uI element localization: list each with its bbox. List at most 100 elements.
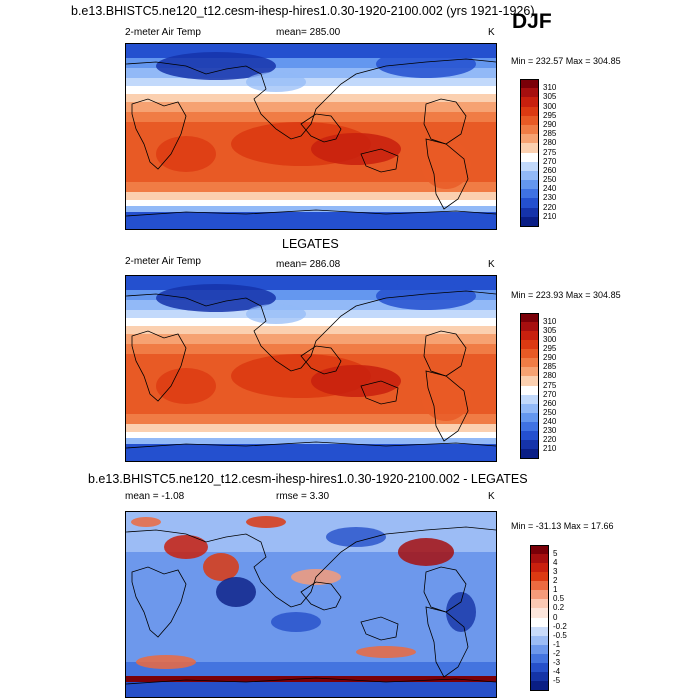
colorbar-swatch	[530, 608, 548, 618]
season-label: DJF	[512, 10, 552, 33]
colorbar-tick-label: 290	[543, 353, 557, 363]
colorbar-swatch	[520, 448, 538, 459]
colorbar-tick-label: 240	[543, 416, 557, 426]
colorbar-tick-label: 275	[543, 380, 557, 390]
colorbar-swatch	[520, 216, 538, 227]
colorbar-swatch	[520, 143, 538, 153]
colorbar-swatch	[520, 331, 538, 341]
colorbar-tick-label: 280	[543, 371, 557, 381]
colorbar-tick-label: 220	[543, 202, 557, 212]
colorbar-tick-label: 270	[543, 389, 557, 399]
colorbar-swatch	[520, 376, 538, 386]
colorbar-swatch	[530, 626, 548, 637]
colorbar-swatch	[530, 563, 548, 573]
colorbar-tick-label: -0.2	[553, 621, 567, 631]
colorbar-swatch	[520, 421, 538, 432]
panel2-mean-label: mean= 286.08	[276, 259, 341, 270]
colorbar-tick-label: 5	[553, 549, 558, 559]
colorbar-swatch	[520, 170, 538, 181]
colorbar-tick-label: 295	[543, 344, 557, 354]
panel3-colorbar: 5 4 3 2 1 0.5 0.2 0 -0.2 -0.5 -1 -2 -3 -4 -5	[530, 545, 590, 691]
panel2-colorbar: 310 305 300 295 290 285 280 275 270 260 250 240 230 2…	[520, 313, 580, 459]
colorbar-swatch	[530, 653, 548, 664]
colorbar-tick-label: 220	[543, 434, 557, 444]
colorbar-swatch	[520, 358, 538, 368]
colorbar-tick-label: 0.2	[553, 603, 565, 613]
colorbar-swatch	[520, 79, 538, 89]
colorbar-swatch	[520, 97, 538, 108]
colorbar-swatch	[530, 662, 548, 673]
colorbar-tick-label: 260	[543, 165, 557, 175]
panel3-mean-label: mean = -1.08	[125, 491, 185, 502]
colorbar-swatch	[520, 152, 538, 163]
panel1-unit-label: K	[488, 27, 495, 38]
panel1-title: b.e13.BHISTC5.ne120_t12.cesm-ihesp-hires…	[71, 4, 535, 18]
colorbar-tick-label: -2	[553, 648, 561, 658]
colorbar-swatch	[530, 680, 548, 691]
colorbar-tick-label: 270	[543, 156, 557, 166]
colorbar-swatch	[520, 322, 538, 332]
panel3-rmse-label: rmse = 3.30	[276, 491, 330, 502]
colorbar-swatch	[530, 635, 548, 646]
colorbar-swatch	[520, 88, 538, 98]
colorbar-swatch	[520, 349, 538, 359]
panel3-difference-map	[125, 511, 497, 698]
colorbar-swatch	[530, 644, 548, 655]
colorbar-tick-label: 230	[543, 425, 557, 435]
colorbar-tick-label: 290	[543, 119, 557, 129]
colorbar-tick-label: 0.5	[553, 594, 565, 604]
colorbar-swatch	[530, 671, 548, 682]
colorbar-swatch	[530, 599, 548, 609]
colorbar-tick-label: 300	[543, 101, 557, 111]
colorbar-swatch	[520, 198, 538, 209]
colorbar-swatch	[530, 581, 548, 591]
colorbar-tick-label: 295	[543, 110, 557, 120]
colorbar-tick-label: 300	[543, 335, 557, 345]
colorbar-swatch	[530, 617, 548, 628]
colorbar-swatch	[520, 367, 538, 377]
colorbar-tick-label: 285	[543, 362, 557, 372]
panel1-variable-label: 2-meter Air Temp	[125, 27, 201, 38]
colorbar-swatch	[520, 115, 538, 126]
panel3-unit-label: K	[488, 491, 495, 502]
panel3-minmax-label: Min = -31.13 Max = 17.66	[511, 521, 614, 531]
colorbar-swatch	[530, 572, 548, 582]
panel1-colorbar: 310 305 300 295 290 285 280 275 270 260 250 240 230 2…	[520, 79, 580, 227]
colorbar-swatch	[520, 394, 538, 405]
colorbar-swatch	[520, 161, 538, 172]
panel1-mean-label: mean= 285.00	[276, 27, 341, 38]
colorbar-tick-label: 280	[543, 138, 557, 148]
colorbar-swatch	[520, 134, 538, 144]
colorbar-swatch	[520, 106, 538, 117]
colorbar-swatch	[520, 385, 538, 396]
colorbar-swatch	[520, 180, 538, 190]
panel2-minmax-label: Min = 223.93 Max = 304.85	[511, 290, 621, 300]
colorbar-tick-label: 310	[543, 317, 557, 327]
colorbar-tick-label: 210	[543, 211, 557, 221]
colorbar-tick-label: 3	[553, 567, 558, 577]
colorbar-swatch	[520, 430, 538, 441]
colorbar-tick-label: 250	[543, 407, 557, 417]
colorbar-tick-label: 250	[543, 175, 557, 185]
colorbar-swatch	[520, 403, 538, 414]
colorbar-swatch	[530, 545, 548, 555]
colorbar-tick-label: 275	[543, 147, 557, 157]
colorbar-tick-label: -4	[553, 666, 561, 676]
colorbar-tick-label: -0.5	[553, 630, 567, 640]
colorbar-swatch	[520, 124, 538, 135]
panel2-variable-label: 2-meter Air Temp	[125, 256, 201, 267]
panel1-temperature-map	[125, 43, 497, 230]
colorbar-tick-label: -1	[553, 639, 561, 649]
colorbar-tick-label: 305	[543, 326, 557, 336]
colorbar-swatch	[520, 439, 538, 450]
colorbar-swatch	[530, 590, 548, 600]
panel2-title: LEGATES	[282, 237, 339, 251]
colorbar-tick-label: 305	[543, 92, 557, 102]
colorbar-tick-label: 210	[543, 443, 557, 453]
panel2-unit-label: K	[488, 259, 495, 270]
colorbar-swatch	[530, 554, 548, 564]
panel2-temperature-map	[125, 275, 497, 462]
colorbar-swatch	[520, 189, 538, 199]
colorbar-tick-label: 1	[553, 585, 558, 595]
colorbar-swatch	[520, 412, 538, 423]
